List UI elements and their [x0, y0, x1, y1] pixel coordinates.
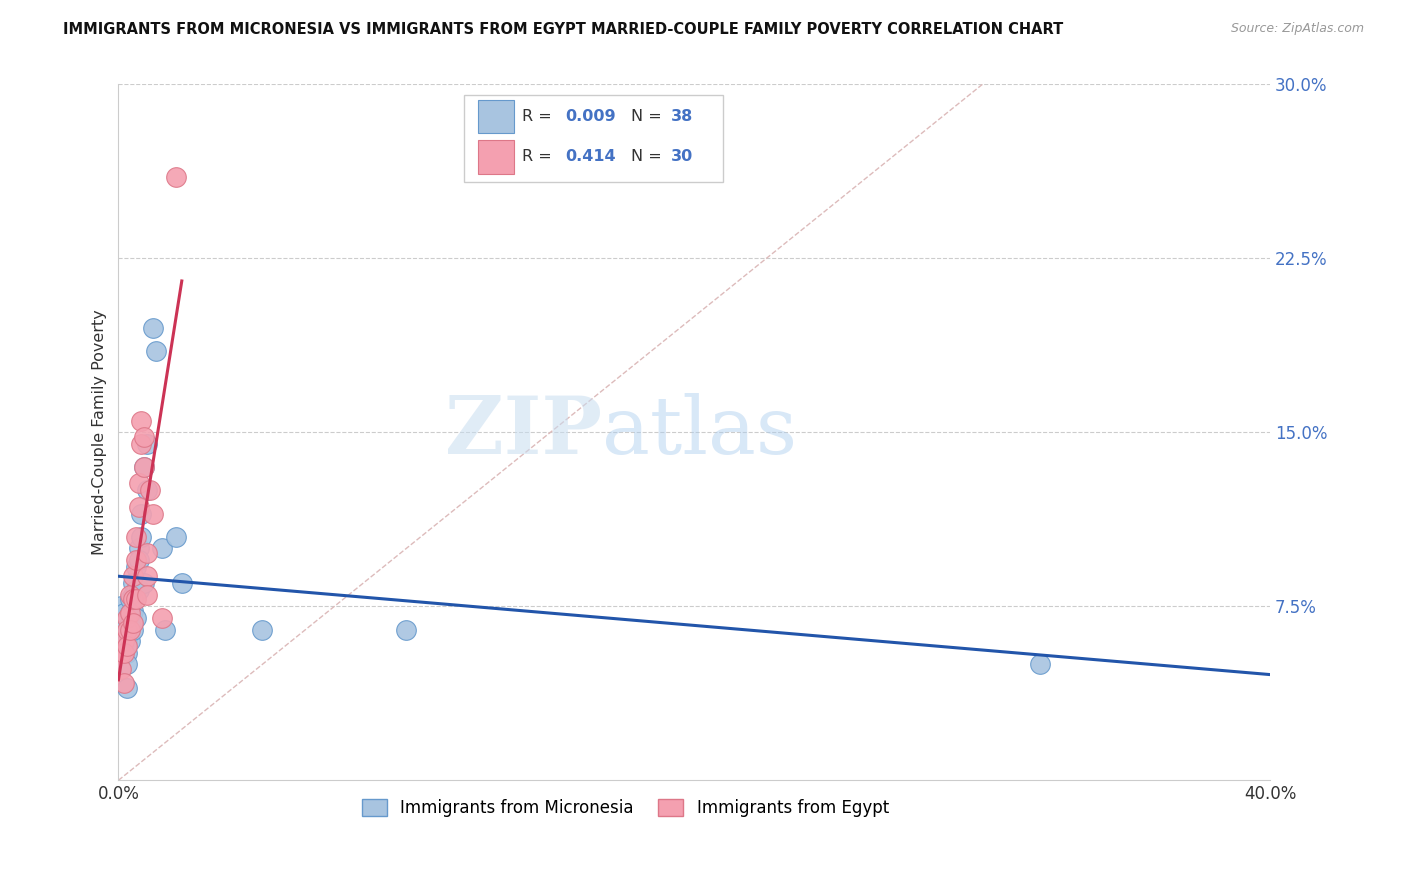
Point: [136, 437, 159, 451]
Point: [145, 344, 167, 359]
Point: [134, 460, 156, 475]
Point: [115, 623, 138, 637]
Point: [136, 546, 159, 560]
Point: [134, 576, 156, 591]
Point: [115, 657, 138, 672]
Text: IMMIGRANTS FROM MICRONESIA VS IMMIGRANTS FROM EGYPT MARRIED-COUPLE FAMILY POVERT: IMMIGRANTS FROM MICRONESIA VS IMMIGRANTS…: [63, 22, 1063, 37]
Point: [165, 170, 187, 185]
Point: [170, 576, 193, 591]
Text: 30: 30: [671, 149, 693, 164]
Text: atlas: atlas: [602, 393, 797, 471]
Point: [110, 662, 132, 676]
Point: [131, 530, 153, 544]
Point: [142, 507, 165, 521]
Point: [118, 623, 141, 637]
Point: [131, 414, 153, 428]
Point: [115, 639, 138, 653]
Point: [125, 611, 148, 625]
Point: [118, 615, 141, 630]
Point: [128, 583, 150, 598]
Point: [128, 476, 150, 491]
Point: [153, 623, 176, 637]
Point: [115, 634, 138, 648]
Point: [118, 607, 141, 621]
Text: 0.009: 0.009: [565, 110, 616, 124]
Legend: Immigrants from Micronesia, Immigrants from Egypt: Immigrants from Micronesia, Immigrants f…: [354, 793, 896, 824]
Point: [121, 592, 143, 607]
Point: [112, 623, 135, 637]
Point: [131, 507, 153, 521]
Point: [150, 611, 173, 625]
Point: [121, 623, 143, 637]
Point: [1029, 657, 1052, 672]
Point: [110, 599, 132, 614]
Point: [121, 615, 143, 630]
Point: [121, 569, 143, 583]
Point: [125, 592, 148, 607]
Text: R =: R =: [522, 110, 557, 124]
Point: [110, 615, 132, 630]
Point: [134, 460, 156, 475]
Point: [115, 681, 138, 695]
Point: [112, 646, 135, 660]
Point: [118, 592, 141, 607]
Point: [121, 576, 143, 591]
Point: [252, 623, 274, 637]
Point: [112, 607, 135, 621]
FancyBboxPatch shape: [478, 140, 513, 174]
Point: [121, 604, 143, 618]
Point: [150, 541, 173, 556]
Text: N =: N =: [631, 110, 666, 124]
Point: [128, 541, 150, 556]
Text: R =: R =: [522, 149, 557, 164]
Point: [128, 553, 150, 567]
Text: N =: N =: [631, 149, 666, 164]
Point: [136, 569, 159, 583]
Point: [121, 588, 143, 602]
Point: [128, 500, 150, 514]
Point: [131, 437, 153, 451]
Point: [115, 646, 138, 660]
Point: [112, 634, 135, 648]
Text: 0.414: 0.414: [565, 149, 616, 164]
Point: [134, 430, 156, 444]
Point: [112, 676, 135, 690]
Point: [125, 583, 148, 598]
FancyBboxPatch shape: [478, 100, 513, 134]
Point: [136, 588, 159, 602]
Point: [136, 483, 159, 498]
Text: ZIP: ZIP: [446, 393, 602, 471]
Point: [125, 553, 148, 567]
Point: [395, 623, 418, 637]
Text: Source: ZipAtlas.com: Source: ZipAtlas.com: [1230, 22, 1364, 36]
Point: [118, 607, 141, 621]
Y-axis label: Married-Couple Family Poverty: Married-Couple Family Poverty: [93, 310, 107, 555]
Point: [118, 588, 141, 602]
FancyBboxPatch shape: [464, 95, 723, 182]
Point: [139, 483, 162, 498]
Point: [125, 560, 148, 574]
Text: 38: 38: [671, 110, 693, 124]
Point: [112, 646, 135, 660]
Point: [110, 646, 132, 660]
Point: [165, 530, 187, 544]
Point: [115, 611, 138, 625]
Point: [125, 530, 148, 544]
Point: [118, 634, 141, 648]
Point: [142, 321, 165, 335]
